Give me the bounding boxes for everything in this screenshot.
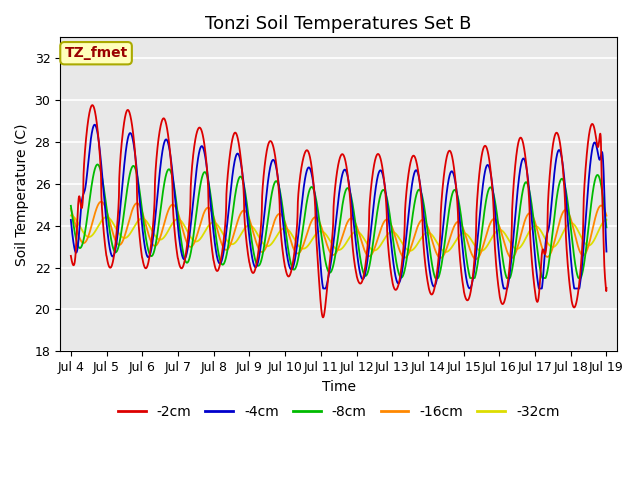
Text: TZ_fmet: TZ_fmet <box>65 46 128 60</box>
Y-axis label: Soil Temperature (C): Soil Temperature (C) <box>15 123 29 265</box>
Legend: -2cm, -4cm, -8cm, -16cm, -32cm: -2cm, -4cm, -8cm, -16cm, -32cm <box>112 399 565 424</box>
Title: Tonzi Soil Temperatures Set B: Tonzi Soil Temperatures Set B <box>205 15 472 33</box>
X-axis label: Time: Time <box>322 380 356 394</box>
